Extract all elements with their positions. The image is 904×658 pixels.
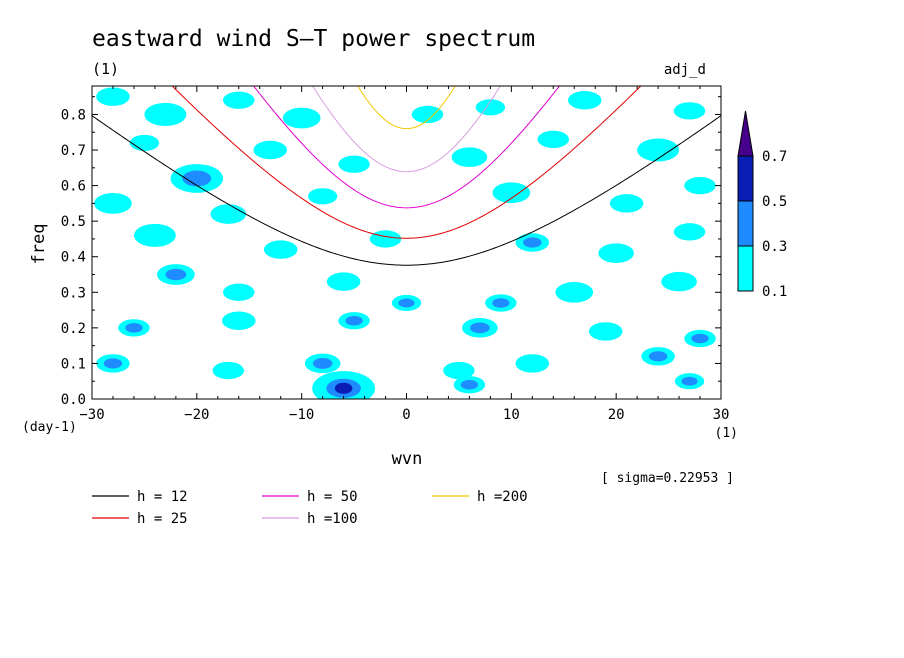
contour-patch-core [470, 322, 490, 334]
y-tick-label: 0.1 [61, 356, 86, 372]
colorbar-level-label: 0.1 [762, 284, 787, 300]
contour-patch-core [648, 351, 668, 362]
legend-label: h = 50 [307, 489, 358, 505]
contour-patch [492, 182, 531, 204]
contour-fill-layer [94, 87, 716, 399]
y-tick-label: 0.0 [61, 392, 86, 408]
contour-patch-core [492, 298, 510, 308]
contour-patch [223, 91, 255, 109]
y-tick-label: 0.5 [61, 214, 86, 230]
dispersion-curve [171, 86, 642, 239]
contour-patch-core [103, 358, 123, 369]
contour-patch [212, 361, 245, 380]
dispersion-curves-layer [92, 86, 721, 266]
dispersion-curve [312, 86, 501, 173]
contour-patch [411, 105, 444, 124]
contour-patch [133, 223, 176, 247]
contour-patch-core [691, 333, 709, 344]
contour-patch [555, 281, 594, 303]
contour-patch [96, 87, 130, 106]
contour-patch [307, 188, 338, 205]
contour-patch [637, 138, 680, 162]
legend-label: h =200 [477, 489, 528, 505]
contour-patch-core [523, 237, 542, 248]
dispersion-curve [252, 86, 561, 209]
legend-label: h = 12 [137, 489, 188, 505]
contour-patch [567, 91, 602, 110]
contour-patch-core [460, 380, 479, 390]
colorbar-segment [737, 155, 754, 202]
title-units: (1) [92, 60, 119, 78]
contour-patch [515, 354, 550, 373]
x-tick-label: −10 [289, 407, 314, 423]
contour-patch [588, 322, 623, 341]
contour-patch [326, 272, 361, 291]
contour-patch [94, 192, 132, 214]
contour-patch [338, 155, 370, 173]
chart-title: eastward wind S–T power spectrum [92, 26, 535, 52]
x-tick-label: 0 [402, 407, 410, 423]
plot-frame [91, 85, 722, 400]
x-tick-label: −30 [79, 407, 104, 423]
dispersion-curve [92, 115, 721, 266]
x-tick-label: 20 [608, 407, 625, 423]
colorbar: 0.7 0.5 0.3 0.1 [737, 110, 787, 300]
y-tick-label: 0.4 [61, 250, 86, 266]
y-tick-label: 0.6 [61, 179, 86, 195]
contour-patch [673, 223, 706, 241]
contour-patch-core [165, 268, 187, 281]
contour-patch [684, 176, 716, 195]
y-tick-label: 0.3 [61, 285, 86, 301]
colorbar-level-label: 0.3 [762, 239, 787, 255]
contour-patch-core [312, 358, 333, 369]
contour-patch [282, 107, 321, 129]
contour-patch-core [681, 376, 698, 386]
x-tick-label: 30 [713, 407, 730, 423]
axes-layer: −30 −20 −10 0 10 20 30 0.0 0.1 0.2 0.3 0.4 0.5 0.6 0.7… [61, 86, 730, 423]
contour-patch [443, 361, 475, 380]
y-axis-units: (day-1) [22, 420, 77, 435]
x-tick-label: −20 [184, 407, 209, 423]
contour-patch-core [345, 315, 363, 326]
x-axis-label: wvn [392, 449, 423, 469]
contour-patch [144, 102, 187, 126]
contour-patch [673, 102, 706, 120]
legend-label: h =100 [307, 511, 358, 527]
contour-patch [598, 243, 634, 263]
corner-label: adj_d [664, 62, 706, 78]
contour-patch [221, 311, 256, 330]
y-tick-label: 0.7 [61, 143, 86, 159]
contour-patch [661, 271, 697, 292]
contour-patch-core [125, 323, 143, 333]
legend-label: h = 25 [137, 511, 188, 527]
contour-patch [263, 240, 298, 259]
contour-patch [609, 194, 644, 213]
contour-patch [129, 134, 160, 151]
contour-patch-peak [334, 382, 353, 394]
y-tick-label: 0.8 [61, 107, 86, 123]
sigma-annotation: [ sigma=0.22953 ] [601, 471, 734, 486]
colorbar-extend-triangle [737, 110, 754, 157]
contour-patch [537, 130, 569, 149]
contour-patch [253, 140, 287, 160]
curve-legend: h = 12 h = 25 h = 50 h =100 h =200 [92, 489, 528, 527]
y-tick-label: 0.2 [61, 321, 86, 337]
colorbar-level-label: 0.5 [762, 194, 787, 210]
contour-patch [210, 204, 247, 224]
colorbar-segment [737, 200, 754, 247]
x-axis-units: (1) [715, 426, 738, 441]
x-tick-label: 10 [503, 407, 520, 423]
contour-patch [223, 283, 255, 301]
colorbar-level-label: 0.7 [762, 149, 787, 165]
contour-patch [451, 147, 488, 167]
contour-patch-core [398, 298, 415, 308]
y-axis-label: freq [29, 224, 49, 265]
contour-patch-core [182, 170, 212, 187]
contour-patch [369, 230, 402, 248]
dispersion-curve [357, 86, 456, 130]
colorbar-segment [737, 245, 754, 292]
